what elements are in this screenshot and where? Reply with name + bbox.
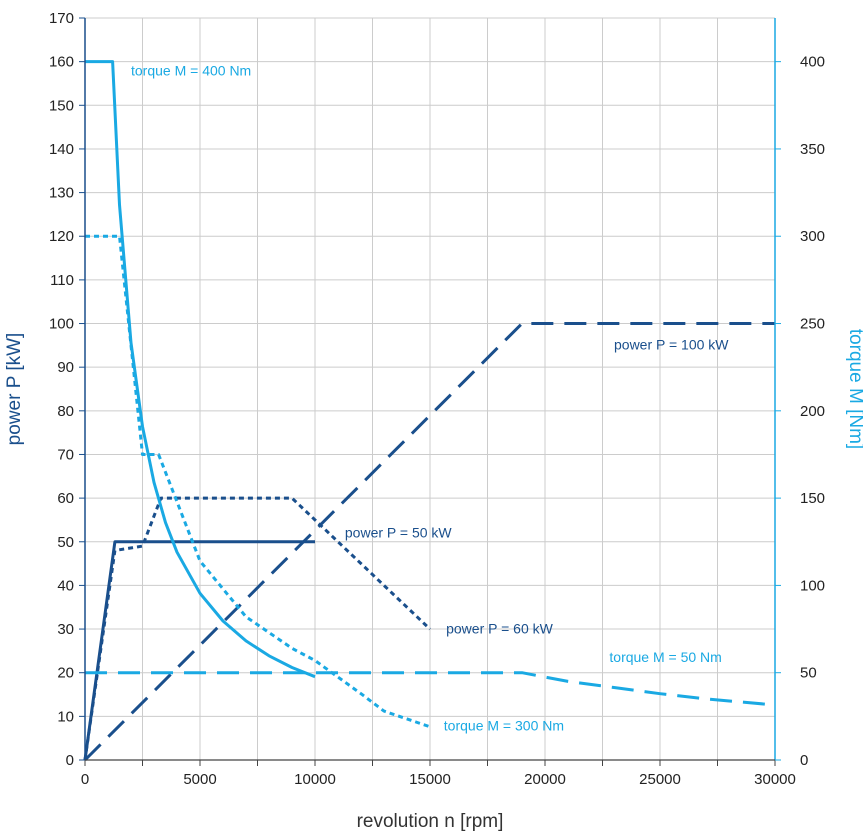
left-y-tick-label: 80 xyxy=(57,403,74,420)
left-y-tick-label: 150 xyxy=(49,97,74,114)
annotation-label-0: torque M = 400 Nm xyxy=(131,63,251,79)
left-y-tick-label: 130 xyxy=(49,185,74,202)
right-y-tick-label: 150 xyxy=(800,490,825,507)
right-y-tick-label: 50 xyxy=(800,665,817,682)
x-tick-label: 10000 xyxy=(294,771,336,788)
right-y-axis-title: torque M [Nm] xyxy=(845,329,863,449)
left-y-tick-label: 50 xyxy=(57,534,74,551)
left-y-tick-label: 0 xyxy=(66,752,74,769)
left-y-axis-title: power P [kW] xyxy=(4,333,25,446)
right-y-tick-label: 400 xyxy=(800,54,825,71)
left-y-tick-label: 120 xyxy=(49,228,74,245)
annotation-label-3: power P = 60 kW xyxy=(446,620,554,636)
left-y-tick-label: 10 xyxy=(57,708,74,725)
annotation-label-2: power P = 50 kW xyxy=(345,524,453,540)
left-y-tick-label: 40 xyxy=(57,577,74,594)
left-y-tick-label: 20 xyxy=(57,665,74,682)
left-y-tick-label: 30 xyxy=(57,621,74,638)
right-y-tick-label: 300 xyxy=(800,228,825,245)
x-tick-label: 30000 xyxy=(754,771,796,788)
x-tick-label: 5000 xyxy=(183,771,216,788)
x-tick-label: 0 xyxy=(81,771,89,788)
left-y-tick-label: 140 xyxy=(49,141,74,158)
annotation-label-5: torque M = 300 Nm xyxy=(444,717,564,733)
left-y-tick-label: 60 xyxy=(57,490,74,507)
right-y-tick-label: 100 xyxy=(800,577,825,594)
x-tick-label: 20000 xyxy=(524,771,566,788)
right-y-tick-label: 200 xyxy=(800,403,825,420)
left-y-tick-label: 100 xyxy=(49,316,74,333)
left-y-tick-label: 170 xyxy=(49,10,74,27)
x-axis-title: revolution n [rpm] xyxy=(357,811,504,832)
x-tick-label: 25000 xyxy=(639,771,681,788)
right-y-tick-label: 250 xyxy=(800,316,825,333)
annotation-label-1: power P = 100 kW xyxy=(614,337,729,353)
left-y-tick-label: 70 xyxy=(57,446,74,463)
left-y-tick-label: 110 xyxy=(50,272,74,289)
annotation-label-4: torque M = 50 Nm xyxy=(609,649,721,665)
left-y-tick-label: 90 xyxy=(57,359,74,376)
x-tick-label: 15000 xyxy=(409,771,451,788)
right-y-tick-label: 0 xyxy=(800,752,808,769)
right-y-tick-label: 350 xyxy=(800,141,825,158)
left-y-tick-label: 160 xyxy=(49,54,74,71)
